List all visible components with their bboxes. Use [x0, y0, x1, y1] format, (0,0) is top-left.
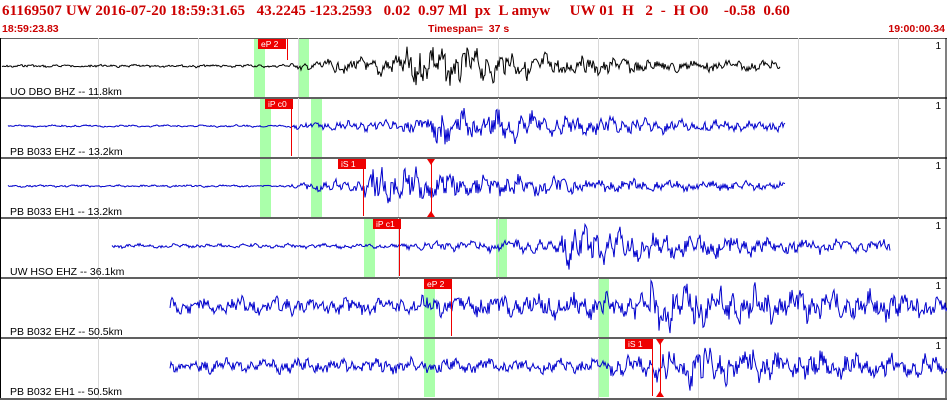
seismogram-panel[interactable]: eP 2 iP c0 iS 1 iP c1 eP 2 iS 1 UO DBO BHZ --… [0, 38, 947, 400]
phase-window-2-2 [311, 99, 322, 157]
phase-window-6-1 [424, 339, 435, 397]
pick-label-4: iP c1 [376, 219, 395, 229]
waveform-trace-4[interactable] [111, 222, 891, 270]
channel-label-1: UO DBO BHZ -- 11.8km [10, 86, 122, 98]
pick-tag-3[interactable] [338, 159, 366, 169]
channel-label-6: PB B032 EH1 -- 50.5km [10, 386, 122, 398]
pick-tag-2[interactable] [265, 99, 293, 109]
panel-scale-2: 1 [935, 101, 941, 112]
start-time-label: 18:59:23.83 [2, 23, 59, 35]
time-grid-layer [0, 38, 947, 400]
event-summary-title: 61169507 UW 2016-07-20 18:59:31.65 43.22… [2, 3, 790, 19]
waveform-trace-2[interactable] [7, 107, 786, 145]
waveform-trace-6[interactable] [169, 347, 947, 391]
time-bar: 18:59:23.83 Timespan= 37 s 19:00:00.34 [0, 23, 947, 37]
phase-window-1-2 [298, 39, 309, 97]
pick-label-1: eP 2 [261, 39, 279, 49]
channel-labels-layer: UO DBO BHZ -- 11.8km 1 PB B033 EHZ -- 13.2… [10, 41, 941, 398]
phase-picks-layer: eP 2 iP c0 iS 1 iP c1 eP 2 iS 1 [258, 39, 664, 397]
phase-window-5-1 [424, 279, 435, 337]
waveform-traces-layer [1, 46, 947, 391]
pick-label-2: iP c0 [268, 99, 287, 109]
panel-scale-6: 1 [935, 341, 941, 352]
pick-tag-1[interactable] [258, 39, 286, 49]
phase-window-6-2 [598, 339, 609, 397]
phase-window-1-1 [254, 39, 265, 97]
channel-label-3: PB B033 EH1 -- 13.2km [10, 206, 122, 218]
phase-window-4-1 [364, 219, 375, 277]
pick-label-6: iS 1 [628, 339, 643, 349]
pick-label-5: eP 2 [427, 279, 445, 289]
channel-label-2: PB B033 EHZ -- 13.2km [10, 146, 123, 158]
waveform-trace-5[interactable] [169, 278, 947, 334]
pick-tag-6[interactable] [625, 339, 653, 349]
phase-window-3-1 [260, 159, 271, 217]
waveform-trace-1[interactable] [1, 46, 781, 86]
channel-label-5: PB B032 EHZ -- 50.5km [10, 326, 123, 338]
panel-scale-1: 1 [935, 41, 941, 52]
end-time-label: 19:00:00.34 [888, 23, 945, 35]
waveform-trace-3[interactable] [7, 166, 786, 204]
pick-label-3: iS 1 [341, 159, 356, 169]
phase-window-2-1 [260, 99, 271, 157]
channel-label-4: UW HSO EHZ -- 36.1km [10, 266, 125, 278]
panel-scale-4: 1 [935, 221, 941, 232]
panel-scale-3: 1 [935, 161, 941, 172]
panel-scale-5: 1 [935, 281, 941, 292]
pick-tag-5[interactable] [424, 279, 452, 289]
timespan-label: Timespan= 37 s [428, 23, 510, 35]
pick-tag-4[interactable] [373, 219, 401, 229]
header-bar: 61169507 UW 2016-07-20 18:59:31.65 43.22… [0, 0, 947, 22]
